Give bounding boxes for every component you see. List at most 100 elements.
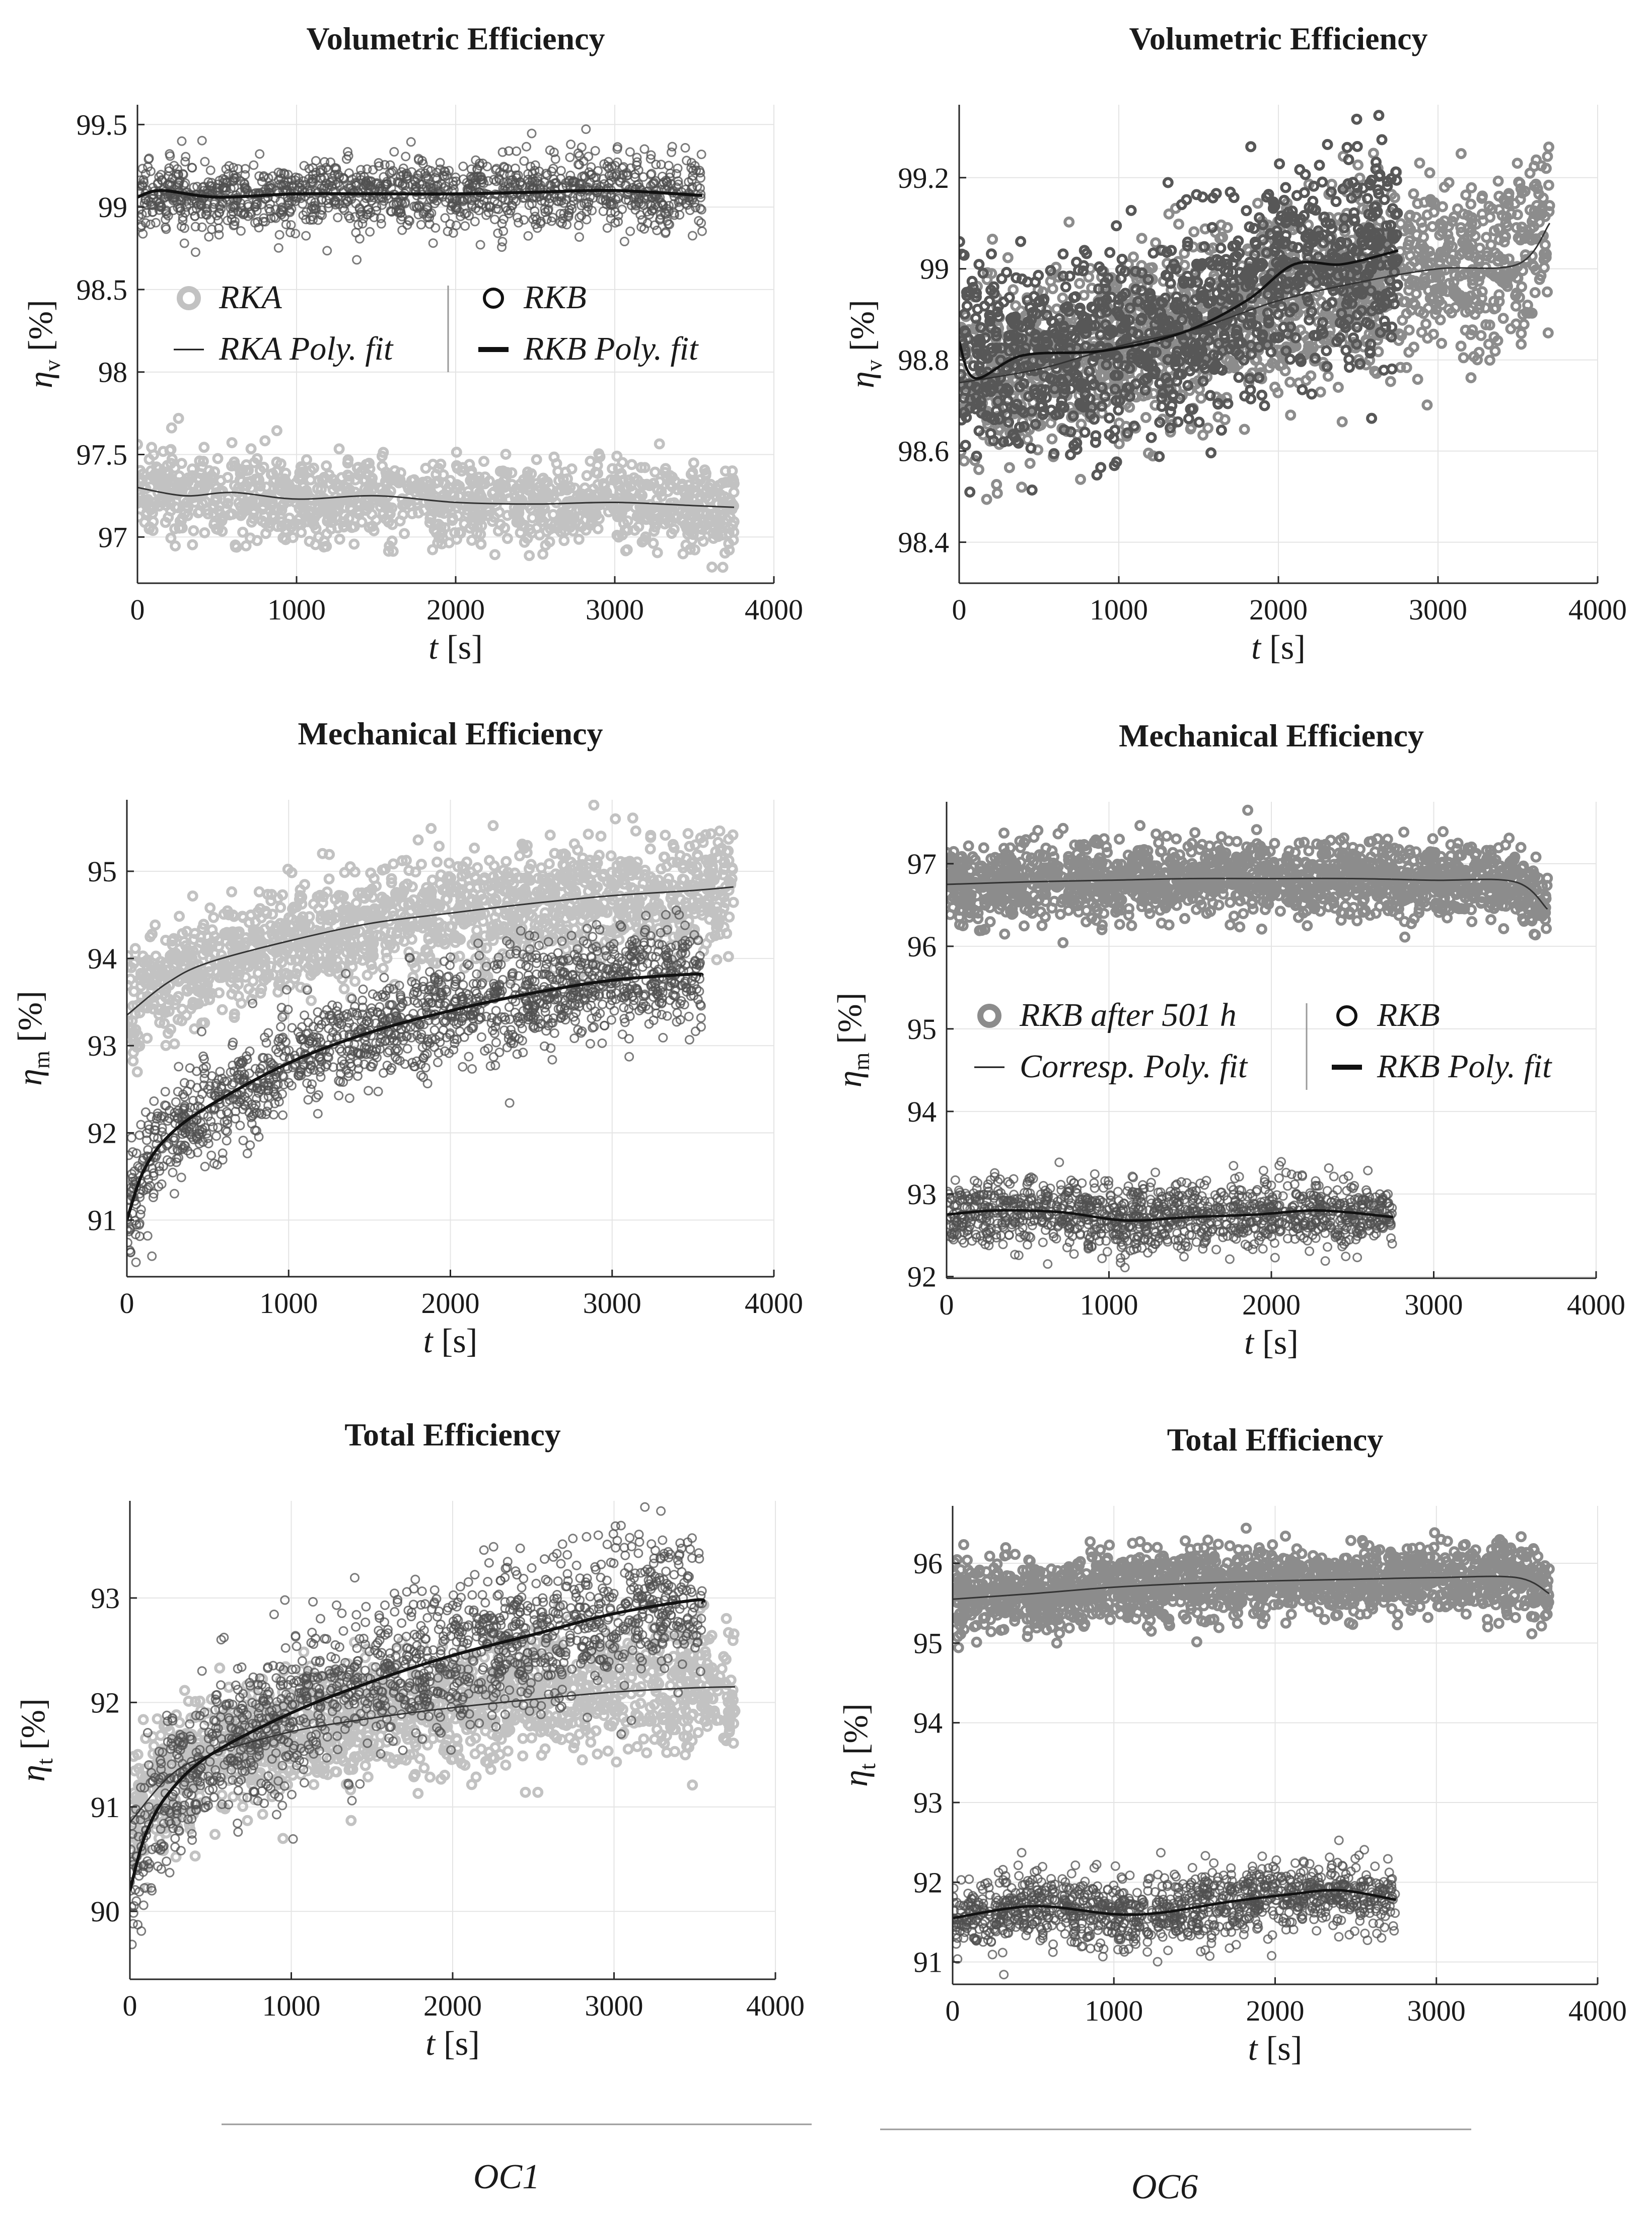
scatter-point bbox=[349, 187, 359, 197]
scatter-point bbox=[376, 214, 386, 223]
scatter-point bbox=[1351, 188, 1363, 199]
scatter-point bbox=[1436, 337, 1448, 349]
scatter-point bbox=[215, 475, 227, 487]
y-tick-label: 98 bbox=[98, 356, 127, 389]
scatter-point bbox=[540, 204, 550, 214]
scatter-point bbox=[1409, 299, 1421, 311]
scatter-point bbox=[1341, 142, 1353, 153]
scatter-point bbox=[562, 473, 573, 484]
scatter-point bbox=[1204, 390, 1216, 401]
scatter-point bbox=[699, 477, 710, 489]
legend-item: RKA Poly. fit bbox=[174, 330, 394, 367]
scatter-point bbox=[364, 204, 374, 215]
scatter-point bbox=[161, 215, 171, 225]
scatter-point bbox=[391, 200, 401, 210]
scatter-point bbox=[593, 448, 605, 460]
scatter-point bbox=[1013, 437, 1024, 449]
scatter-point bbox=[574, 232, 584, 242]
scatter-point bbox=[140, 218, 151, 228]
scatter-point bbox=[1532, 183, 1543, 194]
scatter-point bbox=[1516, 338, 1527, 350]
scatter-point bbox=[428, 238, 438, 248]
scatter-point bbox=[459, 499, 471, 510]
scatter-point bbox=[1455, 222, 1467, 233]
scatter-point bbox=[1136, 267, 1147, 279]
scatter-point bbox=[484, 201, 494, 211]
scatter-point bbox=[1501, 211, 1513, 223]
scatter-point bbox=[604, 163, 614, 173]
scatter-point bbox=[987, 234, 998, 245]
scatter-point bbox=[323, 165, 333, 175]
scatter-point bbox=[1291, 190, 1303, 201]
scatter-point bbox=[205, 165, 216, 175]
scatter-point bbox=[1196, 286, 1207, 298]
scatter-point bbox=[1458, 352, 1469, 364]
scatter-point bbox=[342, 454, 354, 466]
scatter-point bbox=[362, 191, 372, 201]
scatter-point bbox=[652, 226, 662, 235]
scatter-point bbox=[424, 213, 435, 223]
scatter-point bbox=[497, 237, 508, 247]
scatter-point bbox=[237, 526, 249, 538]
scatter-point bbox=[1077, 310, 1089, 322]
scatter-point bbox=[593, 166, 603, 176]
scatter-point bbox=[1182, 380, 1194, 391]
scatter-point bbox=[1245, 141, 1257, 153]
scatter-point bbox=[1464, 305, 1476, 316]
scatter-point bbox=[645, 154, 656, 164]
scatter-point bbox=[607, 463, 618, 474]
scatter-point bbox=[1221, 392, 1233, 403]
scatter-point bbox=[1074, 278, 1086, 289]
scatter-point bbox=[1010, 360, 1022, 372]
scatter-point bbox=[719, 547, 731, 559]
scatter-point bbox=[472, 521, 483, 532]
scatter-point bbox=[317, 195, 326, 205]
scatter-point bbox=[424, 209, 435, 219]
scatter-point bbox=[1421, 399, 1433, 411]
scatter-point bbox=[990, 330, 1002, 342]
scatter-point bbox=[1035, 419, 1047, 431]
scatter-point bbox=[440, 213, 450, 223]
scatter-point bbox=[583, 202, 593, 212]
scatter-point bbox=[254, 223, 264, 233]
scatter-point bbox=[527, 128, 537, 138]
scatter-point bbox=[1244, 263, 1255, 274]
scatter-point bbox=[338, 173, 348, 183]
scatter-point bbox=[648, 537, 659, 549]
scatter-point bbox=[430, 223, 441, 233]
scatter-point bbox=[638, 172, 649, 182]
scatter-point bbox=[1282, 328, 1294, 339]
scatter-point bbox=[139, 178, 149, 187]
scatter-point bbox=[1113, 438, 1125, 450]
scatter-point bbox=[1067, 410, 1079, 422]
scatter-point bbox=[322, 515, 333, 527]
scatter-point bbox=[1336, 308, 1347, 319]
scatter-point bbox=[351, 228, 361, 238]
scatter-point bbox=[280, 534, 292, 545]
scatter-point bbox=[376, 219, 386, 229]
scatter-point bbox=[611, 194, 621, 204]
scatter-point bbox=[961, 300, 973, 312]
scatter-point bbox=[334, 172, 344, 182]
scatter-point bbox=[544, 482, 556, 494]
scatter-point bbox=[352, 255, 362, 265]
scatter-point bbox=[1227, 266, 1239, 278]
scatter-point bbox=[1280, 345, 1292, 357]
scatter-point bbox=[665, 479, 676, 491]
scatter-point bbox=[1527, 259, 1538, 270]
scatter-point bbox=[1016, 481, 1028, 493]
scatter-point bbox=[1099, 391, 1111, 402]
scatter-point bbox=[1385, 376, 1396, 387]
scatter-point bbox=[323, 203, 333, 213]
scatter-point bbox=[970, 392, 982, 403]
scatter-point bbox=[377, 460, 388, 472]
scatter-point bbox=[566, 463, 578, 474]
scatter-point bbox=[229, 170, 239, 180]
scatter-point bbox=[560, 178, 570, 188]
scatter-point bbox=[991, 488, 1003, 499]
scatter-point bbox=[630, 192, 640, 202]
scatter-point bbox=[419, 496, 430, 508]
scatter-point bbox=[966, 275, 978, 287]
scatter-point bbox=[1274, 158, 1285, 170]
scatter-point bbox=[387, 519, 398, 530]
